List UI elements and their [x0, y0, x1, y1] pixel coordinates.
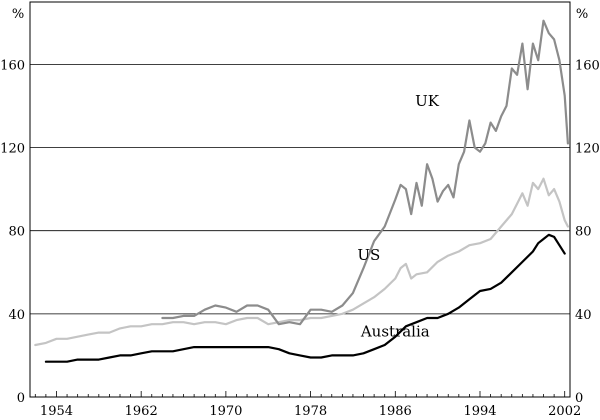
y-tick-left-0: 0 [17, 391, 25, 406]
series-line-australia [44, 233, 566, 363]
series-lines [34, 19, 570, 363]
x-tick-2002: 2002 [548, 404, 581, 419]
x-tick-1962: 1962 [125, 404, 158, 419]
y-tick-right-0: 0 [575, 391, 583, 406]
x-tick-1994: 1994 [463, 404, 496, 419]
y-axis-ticks: 0 0 40 40 80 80 120 120 160 160 [0, 58, 600, 406]
y-tick-right-40: 40 [575, 308, 592, 323]
y-tick-left-120: 120 [0, 142, 25, 157]
series-labels: US UK Australia [357, 92, 439, 341]
x-tick-1986: 1986 [379, 404, 412, 419]
series-label-uk: UK [415, 92, 440, 110]
right-units-label: % [576, 7, 588, 22]
y-tick-right-160: 160 [575, 58, 600, 73]
series-line-uk [161, 19, 570, 326]
x-tick-1978: 1978 [294, 404, 327, 419]
y-tick-left-40: 40 [8, 308, 25, 323]
y-tick-right-80: 80 [575, 225, 592, 240]
left-units-label: % [12, 7, 24, 22]
x-tick-1954: 1954 [40, 404, 73, 419]
x-axis-ticks: 1954 1962 1970 1978 1986 1994 2002 [34, 391, 581, 419]
series-label-australia: Australia [360, 323, 430, 341]
y-tick-left-160: 160 [0, 58, 25, 73]
series-label-us: US [357, 246, 380, 264]
y-tick-right-120: 120 [575, 142, 600, 157]
gridlines [30, 63, 570, 315]
x-tick-1970: 1970 [209, 404, 242, 419]
y-tick-left-80: 80 [8, 225, 25, 240]
series-line-us [34, 177, 570, 347]
plot-frame [29, 1, 571, 398]
